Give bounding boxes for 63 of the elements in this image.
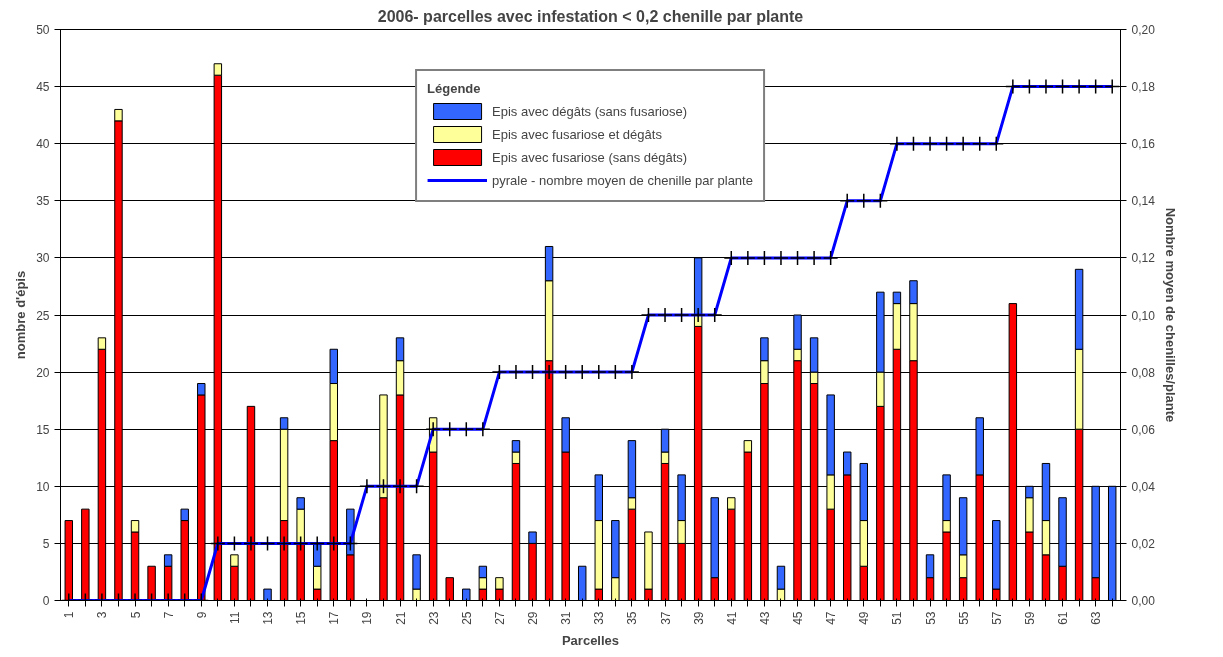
y2-tick-label: 0,08 [1131, 365, 1156, 380]
x-tick-label: 17 [327, 611, 342, 625]
y2-tick-label: 0,00 [1131, 594, 1156, 608]
x-tick-label: 27 [492, 611, 507, 625]
x-tick-label: 7 [161, 611, 176, 619]
x-tick-label: 15 [294, 611, 309, 625]
x-tick-label: 1 [62, 611, 77, 619]
y-tick-label: 10 [36, 479, 50, 494]
y-tick-label: 5 [42, 536, 50, 551]
y-tick-label: 45 [36, 80, 50, 95]
y-tick-label: 20 [36, 365, 50, 380]
y2-tick-label: 0,02 [1131, 536, 1156, 551]
y2-tick-label: 0,16 [1131, 137, 1156, 152]
x-tick-label: 53 [923, 611, 938, 625]
x-tick-label: 31 [559, 611, 574, 625]
y2-tick-label: 0,12 [1131, 251, 1156, 266]
y2-tick-label: 0,06 [1131, 422, 1156, 437]
x-tick-label: 57 [989, 611, 1004, 625]
x-tick-label: 37 [658, 611, 673, 625]
y-tick-label: 40 [36, 137, 50, 152]
y-tick-label: 30 [36, 251, 50, 266]
x-tick-label: 35 [625, 611, 640, 625]
y-tick-label: 50 [36, 23, 50, 37]
x-tick-label: 5 [128, 611, 143, 619]
legend-title: Légende [427, 81, 482, 96]
y-axis-title: nombre d'épis [13, 270, 29, 360]
y2-tick-label: 0,10 [1131, 308, 1156, 323]
y-tick-label: 25 [36, 308, 50, 323]
y-tick-label: 0 [42, 594, 50, 608]
x-tick-label: 59 [1022, 611, 1037, 625]
chart-title: 2006- parcelles avec infestation < 0,2 chenille par plante [377, 7, 804, 25]
y2-tick-label: 0,20 [1131, 23, 1156, 37]
x-tick-label: 13 [261, 611, 276, 625]
x-tick-label: 51 [890, 611, 905, 625]
y2-axis-title: Nombre moyen de chenilles/plante [1162, 207, 1178, 423]
x-axis-title: Parcelles [561, 632, 620, 648]
y2-tick-label: 0,04 [1131, 479, 1156, 494]
x-tick-label: 11 [227, 611, 242, 624]
x-tick-label: 9 [194, 611, 209, 619]
x-tick-label: 29 [526, 611, 541, 625]
x-tick-label: 3 [95, 611, 110, 619]
legend-label: Epis avec fusariose (sans dégâts) [492, 149, 688, 165]
x-tick-label: 41 [724, 611, 739, 625]
x-tick-label: 19 [360, 611, 375, 625]
y2-tick-label: 0,14 [1131, 194, 1156, 209]
x-tick-label: 49 [857, 611, 872, 625]
legend-label: Epis avec dégâts (sans fusariose) [492, 103, 688, 119]
x-tick-label: 45 [791, 611, 806, 625]
y2-tick-label: 0,18 [1131, 80, 1156, 95]
y-tick-label: 35 [36, 194, 50, 209]
x-tick-label: 55 [956, 611, 971, 625]
x-tick-label: 21 [393, 611, 408, 625]
legend-label: pyrale - nombre moyen de chenille par plante [492, 172, 753, 188]
x-tick-label: 43 [757, 611, 772, 625]
legend-label: Epis avec fusariose et dégâts [492, 126, 662, 142]
x-tick-label: 33 [592, 611, 607, 625]
x-tick-label: 23 [426, 611, 441, 625]
x-tick-label: 47 [824, 611, 839, 625]
x-tick-label: 25 [459, 611, 474, 625]
x-tick-label: 39 [691, 611, 706, 625]
y-tick-label: 15 [36, 422, 50, 437]
x-tick-label: 61 [1056, 611, 1071, 625]
x-tick-label: 63 [1089, 611, 1104, 625]
